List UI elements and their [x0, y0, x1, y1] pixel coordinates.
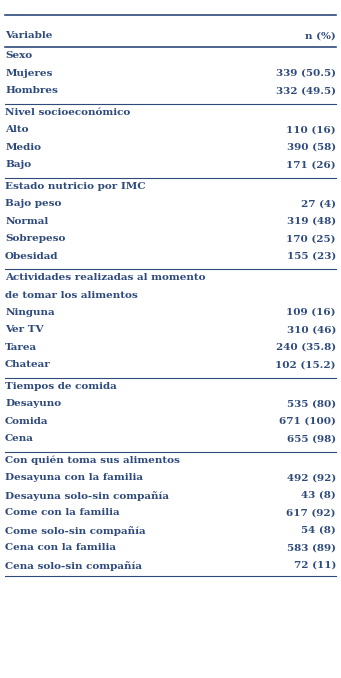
Text: Cena solo-sin compañía: Cena solo-sin compañía — [5, 561, 142, 571]
Text: 617 (92): 617 (92) — [286, 508, 336, 517]
Text: 310 (46): 310 (46) — [286, 325, 336, 334]
Text: 390 (58): 390 (58) — [287, 142, 336, 152]
Text: Ninguna: Ninguna — [5, 308, 55, 317]
Text: Come solo-sin compañía: Come solo-sin compañía — [5, 525, 146, 536]
Text: Tarea: Tarea — [5, 343, 37, 352]
Text: 72 (11): 72 (11) — [294, 561, 336, 570]
Text: Cena con la familia: Cena con la familia — [5, 543, 116, 552]
Text: Actividades realizadas al momento: Actividades realizadas al momento — [5, 273, 206, 282]
Text: 583 (89): 583 (89) — [287, 543, 336, 552]
Text: Desayuno: Desayuno — [5, 399, 61, 408]
Text: Bajo peso: Bajo peso — [5, 199, 61, 208]
Text: Sobrepeso: Sobrepeso — [5, 234, 65, 243]
Text: Desayuna solo-sin compañía: Desayuna solo-sin compañía — [5, 491, 169, 500]
Text: Obesidad: Obesidad — [5, 252, 59, 260]
Text: Nivel socioeconómico: Nivel socioeconómico — [5, 108, 130, 117]
Text: Normal: Normal — [5, 216, 48, 226]
Text: Bajo: Bajo — [5, 160, 31, 169]
Text: Mujeres: Mujeres — [5, 68, 53, 78]
Text: Variable: Variable — [5, 31, 53, 40]
Text: 655 (98): 655 (98) — [287, 435, 336, 443]
Text: Chatear: Chatear — [5, 361, 51, 370]
Text: 110 (16): 110 (16) — [286, 125, 336, 134]
Text: 671 (100): 671 (100) — [279, 417, 336, 426]
Text: 170 (25): 170 (25) — [286, 234, 336, 243]
Text: 27 (4): 27 (4) — [301, 199, 336, 208]
Text: 332 (49.5): 332 (49.5) — [276, 86, 336, 95]
Text: Desayuna con la familia: Desayuna con la familia — [5, 473, 143, 482]
Text: Medio: Medio — [5, 142, 41, 152]
Text: 155 (23): 155 (23) — [287, 252, 336, 260]
Text: 171 (26): 171 (26) — [286, 160, 336, 169]
Text: 102 (15.2): 102 (15.2) — [276, 361, 336, 370]
Text: Comida: Comida — [5, 417, 49, 426]
Text: Tiempos de comida: Tiempos de comida — [5, 382, 117, 391]
Text: Hombres: Hombres — [5, 86, 58, 95]
Text: 43 (8): 43 (8) — [301, 491, 336, 500]
Text: Cena: Cena — [5, 435, 34, 443]
Text: Con quién toma sus alimentos: Con quién toma sus alimentos — [5, 456, 180, 465]
Text: 240 (35.8): 240 (35.8) — [276, 343, 336, 352]
Text: 319 (48): 319 (48) — [287, 216, 336, 226]
Text: Come con la familia: Come con la familia — [5, 508, 120, 517]
Text: 492 (92): 492 (92) — [287, 473, 336, 482]
Text: 535 (80): 535 (80) — [287, 399, 336, 408]
Text: Alto: Alto — [5, 125, 29, 134]
Text: de tomar los alimentos: de tomar los alimentos — [5, 290, 138, 300]
Text: 339 (50.5): 339 (50.5) — [276, 68, 336, 78]
Text: 54 (8): 54 (8) — [301, 525, 336, 535]
Text: Estado nutricio por IMC: Estado nutricio por IMC — [5, 182, 146, 191]
Text: 109 (16): 109 (16) — [286, 308, 336, 317]
Text: n (%): n (%) — [305, 31, 336, 40]
Text: Sexo: Sexo — [5, 52, 32, 60]
Text: Ver TV: Ver TV — [5, 325, 44, 334]
